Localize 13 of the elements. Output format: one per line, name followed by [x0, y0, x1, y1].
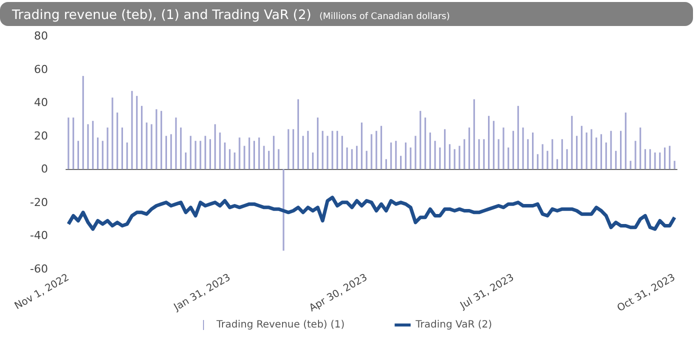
chart-title: Trading revenue (teb), (1) and Trading VaR (2): [12, 8, 312, 23]
y-tick-label: 40: [34, 96, 48, 110]
y-tick-label: -60: [30, 262, 48, 276]
y-tick-label: 20: [34, 129, 48, 142]
y-tick-label: -40: [30, 229, 48, 242]
legend-label: Trading Revenue (teb) (1): [215, 320, 345, 330]
chart-subtitle: (Millions of Canadian dollars): [319, 12, 450, 22]
y-tick-label: 0: [41, 162, 48, 176]
y-tick-label: -20: [30, 196, 48, 209]
y-tick-label: 80: [34, 30, 48, 42]
line-series: [66, 196, 676, 231]
legend-label: Trading VaR (2): [414, 320, 492, 330]
y-tick-label: 60: [34, 62, 48, 76]
